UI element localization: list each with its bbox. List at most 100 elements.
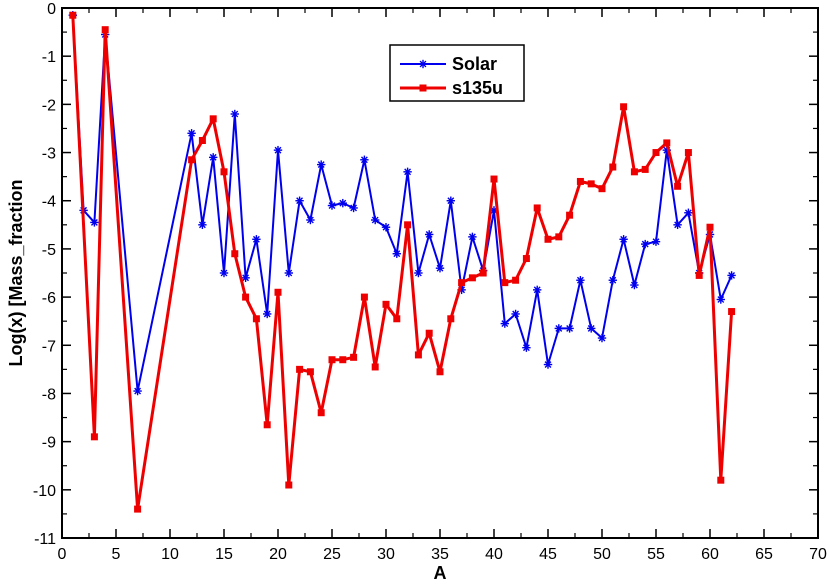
data-point-s135u <box>458 279 466 287</box>
x-tick-label: 10 <box>161 546 179 563</box>
data-point-s135u <box>296 365 304 373</box>
data-point-s135u <box>285 481 293 489</box>
data-point-s135u <box>252 315 260 323</box>
x-tick-label: 50 <box>593 546 611 563</box>
data-point-solar <box>684 208 693 217</box>
data-point-s135u <box>641 165 649 173</box>
data-point-s135u <box>209 115 217 123</box>
data-point-s135u <box>598 185 606 193</box>
data-point-solar <box>468 232 477 242</box>
data-point-s135u <box>652 149 660 157</box>
data-point-solar <box>209 153 218 162</box>
data-point-solar <box>317 160 326 169</box>
data-point-s135u <box>576 177 584 185</box>
data-point-s135u <box>717 476 725 484</box>
data-point-solar <box>187 129 196 138</box>
data-point-solar <box>522 343 531 352</box>
data-point-s135u <box>566 211 574 219</box>
data-point-solar <box>241 273 250 283</box>
data-point-solar <box>284 268 293 278</box>
y-tick-label: -2 <box>42 97 56 114</box>
y-tick-label: -6 <box>42 290 56 307</box>
y-axis-title: Log(x) [Mass_fraction <box>6 179 26 366</box>
x-tick-label: 45 <box>539 546 557 563</box>
data-point-s135u <box>706 223 714 231</box>
x-axis-title: A <box>434 563 447 583</box>
series-layer <box>68 11 736 513</box>
y-tick-label: -3 <box>42 146 56 163</box>
legend-label: Solar <box>452 54 497 74</box>
x-tick-label: 5 <box>112 546 121 563</box>
data-point-solar <box>252 235 261 244</box>
data-point-solar <box>673 220 682 230</box>
data-point-s135u <box>220 168 228 176</box>
data-point-s135u <box>360 293 368 301</box>
x-tick-label: 30 <box>377 546 395 563</box>
data-point-s135u <box>134 505 142 513</box>
data-point-s135u <box>436 368 444 376</box>
x-tick-label: 40 <box>485 546 503 563</box>
data-point-s135u <box>533 204 541 212</box>
data-point-s135u <box>425 329 433 337</box>
x-tick-label: 60 <box>701 546 719 563</box>
y-tick-label: -7 <box>42 338 56 355</box>
data-point-s135u <box>468 274 476 282</box>
data-point-solar <box>371 215 380 225</box>
data-point-s135u <box>69 11 77 19</box>
data-point-s135u <box>522 255 530 263</box>
x-tick-label: 25 <box>323 546 341 563</box>
data-point-solar <box>587 324 596 333</box>
data-point-s135u <box>101 26 109 34</box>
data-point-solar <box>295 196 304 205</box>
data-point-s135u <box>198 137 206 144</box>
y-tick-label: 0 <box>47 1 56 18</box>
data-point-s135u <box>393 315 401 323</box>
data-point-s135u <box>90 433 98 441</box>
data-point-s135u <box>728 308 736 316</box>
data-point-solar <box>727 271 736 280</box>
x-tick-label: 20 <box>269 546 287 563</box>
data-point-s135u <box>371 363 379 371</box>
data-point-solar <box>576 276 585 285</box>
data-point-s135u <box>404 221 412 229</box>
data-point-solar <box>327 201 337 210</box>
y-tick-label: -9 <box>42 435 56 452</box>
x-tick-label: 35 <box>431 546 449 563</box>
data-point-s135u <box>609 163 617 171</box>
data-point-s135u <box>501 279 509 287</box>
data-point-solar <box>565 324 574 333</box>
data-point-s135u <box>339 356 347 364</box>
data-point-solar <box>133 386 142 396</box>
data-point-s135u <box>512 276 520 284</box>
data-point-solar <box>630 280 639 290</box>
legend-item-s135u: s135u <box>400 78 503 98</box>
x-tick-label: 70 <box>809 546 827 563</box>
data-point-solar <box>263 309 272 319</box>
data-point-s135u <box>414 351 422 359</box>
data-point-s135u <box>242 293 250 301</box>
legend-marker <box>418 59 428 69</box>
data-point-s135u <box>350 353 358 361</box>
data-point-solar <box>392 249 401 258</box>
data-point-solar <box>641 239 650 249</box>
x-tick-label: 65 <box>755 546 773 563</box>
data-point-solar <box>306 215 315 225</box>
series-s135u <box>69 11 736 513</box>
y-tick-label: -8 <box>42 386 56 403</box>
data-point-solar <box>360 155 369 164</box>
legend: Solar s135u <box>389 44 525 102</box>
data-point-s135u <box>382 300 390 308</box>
data-point-s135u <box>587 180 595 188</box>
data-point-s135u <box>274 288 282 296</box>
data-point-s135u <box>620 103 628 111</box>
data-point-solar <box>651 237 661 246</box>
x-tick-label: 55 <box>647 546 665 563</box>
data-point-s135u <box>188 156 196 164</box>
data-point-solar <box>533 285 542 295</box>
data-point-solar <box>554 324 563 333</box>
y-tick-label: -5 <box>42 242 56 259</box>
axis-ticks <box>61 7 819 539</box>
data-point-solar <box>414 268 423 278</box>
legend-item-solar: Solar <box>400 54 497 74</box>
y-tick-label: -1 <box>42 49 56 66</box>
